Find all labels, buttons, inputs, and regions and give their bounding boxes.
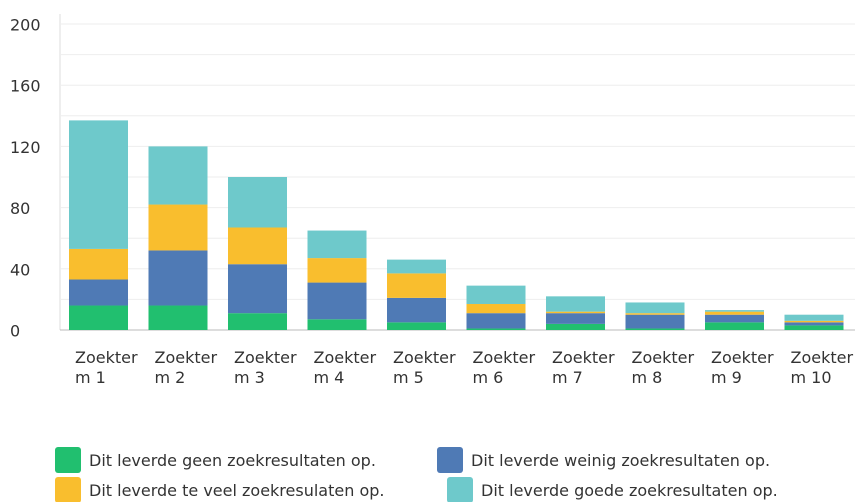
- bar-segment: [466, 328, 526, 330]
- bar-segment: [466, 303, 526, 314]
- bar-segment: [148, 250, 208, 306]
- bar-segment: [387, 297, 446, 323]
- bar-segment: [307, 319, 367, 330]
- bar-segment: [546, 311, 605, 314]
- legend-item: Dit leverde geen zoekresultaten op.: [55, 447, 376, 473]
- bar-segment: [148, 204, 208, 251]
- x-tick-label: Zoekterm 5: [393, 348, 456, 387]
- bar-segment: [387, 322, 446, 330]
- bar-segment: [546, 313, 605, 324]
- bar-segment: [228, 313, 287, 330]
- y-tick-label: 120: [10, 138, 41, 157]
- bar-segment: [387, 259, 446, 274]
- bar-segment: [148, 146, 208, 205]
- y-tick-label: 160: [10, 77, 41, 96]
- bar-segment: [228, 264, 287, 314]
- x-tick-label: Zoekterm 10: [790, 348, 854, 387]
- legend-item: Dit leverde goede zoekresultaten op.: [447, 477, 778, 502]
- x-tick-label: Zoekterm 8: [631, 348, 695, 387]
- bar-segment: [387, 273, 446, 298]
- legend-swatch: [55, 477, 81, 502]
- y-tick-label: 200: [10, 16, 41, 35]
- bar-segment: [625, 302, 685, 314]
- bar-segment: [784, 314, 844, 321]
- bar-segment: [307, 282, 367, 320]
- x-tick-label: Zoekterm 2: [154, 348, 218, 387]
- bar-segment: [546, 296, 605, 312]
- bar-segment: [784, 320, 844, 323]
- x-tick-label: Zoekterm 1: [75, 348, 138, 387]
- bar-segment: [705, 314, 764, 323]
- bar-segment: [625, 314, 685, 329]
- legend-item: Dit leverde te veel zoekresulaten op.: [55, 477, 384, 502]
- y-tick-label: 0: [10, 322, 20, 341]
- bar-segment: [69, 120, 128, 249]
- legend-swatch: [447, 477, 473, 502]
- bar-segment: [69, 279, 128, 306]
- y-tick-label: 80: [10, 199, 30, 218]
- bar-segment: [307, 230, 367, 259]
- bar-segment: [546, 323, 605, 330]
- bar-segment: [466, 313, 526, 329]
- legend-label: Dit leverde weinig zoekresultaten op.: [471, 450, 771, 470]
- y-tick-label: 40: [10, 260, 30, 279]
- bar-segment: [705, 311, 764, 315]
- bar-segment: [148, 305, 208, 330]
- x-tick-label: Zoekterm 7: [552, 348, 615, 387]
- legend-label: Dit leverde geen zoekresultaten op.: [89, 450, 376, 470]
- x-tick-label: Zoekterm 3: [234, 348, 297, 387]
- x-tick-label: Zoekterm 9: [711, 348, 774, 387]
- bar-segment: [625, 313, 685, 315]
- bar-segment: [784, 325, 844, 330]
- bar-segment: [705, 322, 764, 330]
- bar-segment: [228, 177, 287, 228]
- x-tick-label: Zoekterm 4: [313, 348, 377, 387]
- legend-swatch: [55, 447, 81, 473]
- bar-segment: [625, 328, 685, 330]
- legend-item: Dit leverde weinig zoekresultaten op.: [437, 447, 770, 473]
- bar-segment: [69, 305, 128, 330]
- bar-segment: [705, 310, 764, 312]
- legend-swatch: [437, 447, 463, 473]
- legend-label: Dit leverde te veel zoekresulaten op.: [89, 480, 385, 500]
- bar-segment: [228, 227, 287, 265]
- legend-label: Dit leverde goede zoekresultaten op.: [481, 480, 778, 500]
- bar-segment: [69, 248, 128, 280]
- bar-segment: [307, 258, 367, 283]
- bar-segment: [466, 285, 526, 304]
- bar-segment: [784, 322, 844, 326]
- x-tick-label: Zoekterm 6: [472, 348, 536, 387]
